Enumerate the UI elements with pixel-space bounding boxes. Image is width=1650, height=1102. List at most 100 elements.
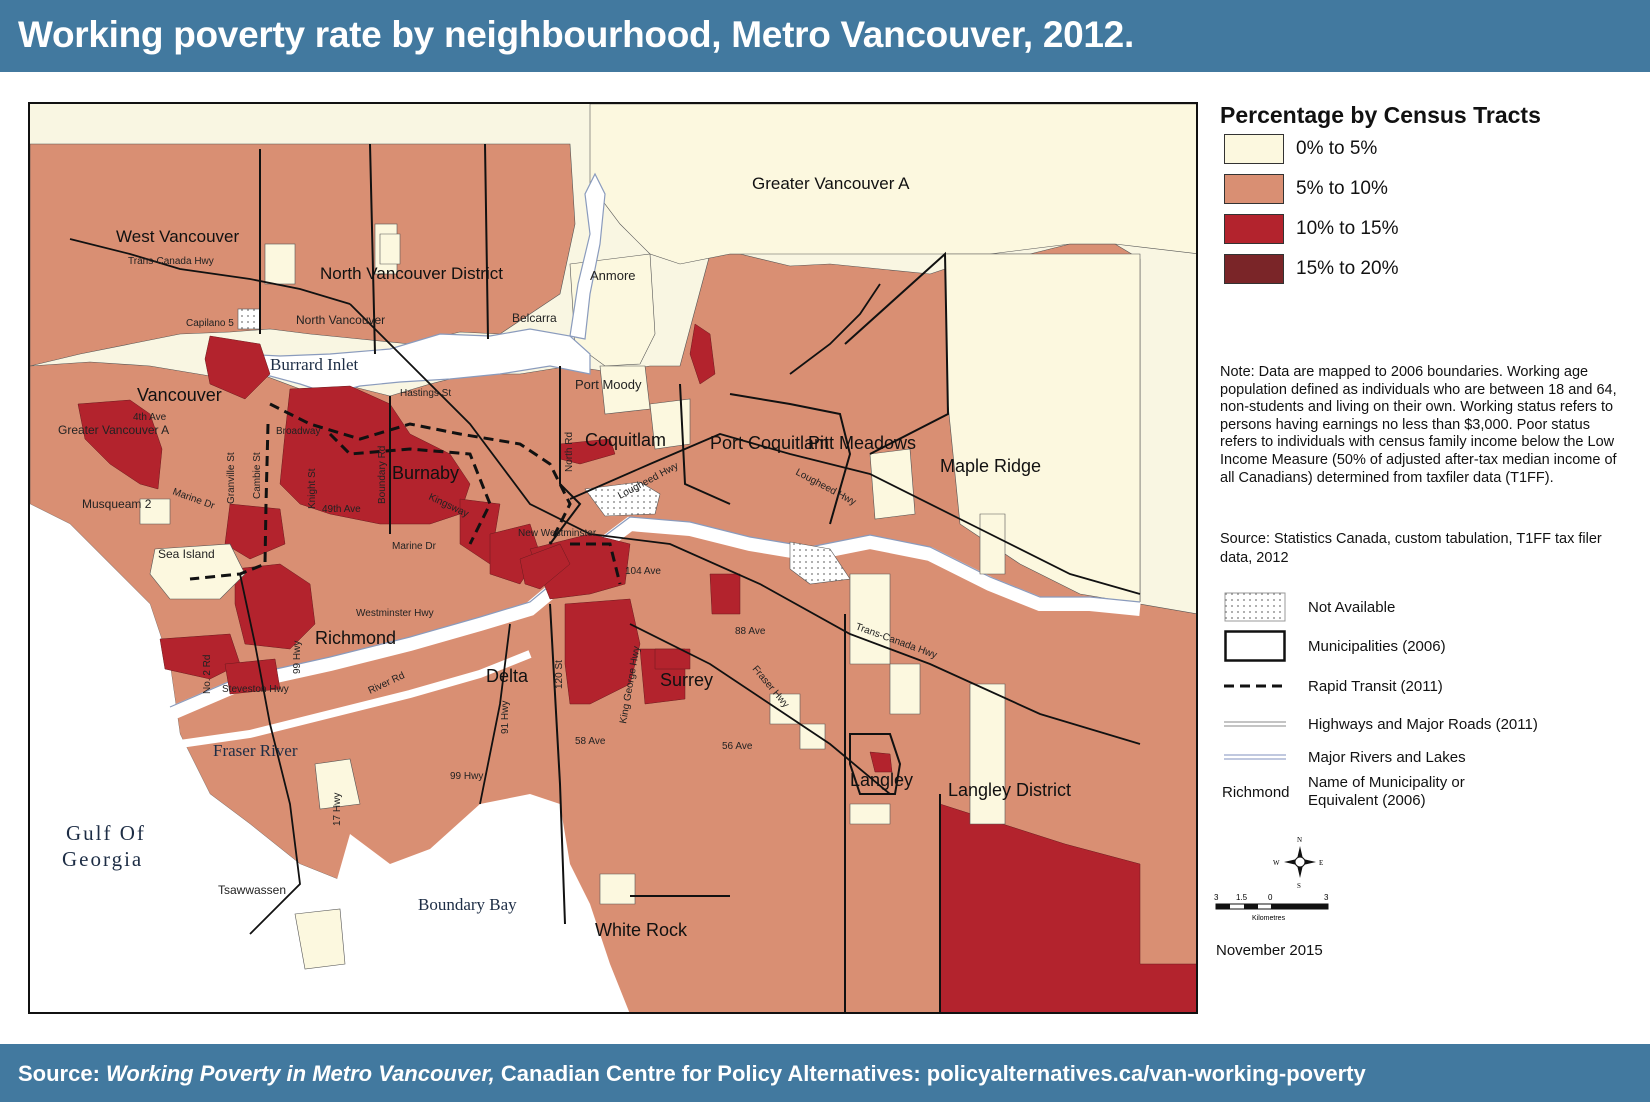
tract-0-5-surrey-b: [799, 723, 826, 750]
fraser-river: [167, 516, 1141, 721]
label-road-120: 120 St: [554, 660, 565, 689]
gulf-of-georgia: [30, 504, 410, 1012]
label-road-99-richmond: 99 Hwy: [292, 641, 303, 674]
rapid-transit-millennium: [328, 432, 492, 545]
legend-note: Note: Data are mapped to 2006 boundaries…: [1220, 364, 1617, 486]
legend-class-0: 0% to 5%: [1220, 134, 1620, 168]
hwy-trans-canada-north: [69, 238, 351, 305]
burrard-inlet: [239, 328, 591, 395]
legend-symbol-not-available: Not Available: [1220, 592, 1620, 626]
hwy-99: [239, 573, 301, 935]
tract-10-15-ubc: [77, 399, 163, 490]
legend-label-municipalities: Municipalities (2006): [1308, 638, 1446, 655]
label-road-no2: No. 2 Rd: [202, 655, 213, 694]
label-white-rock: White Rock: [595, 920, 688, 940]
legend-label-5-10: 5% to 10%: [1296, 178, 1388, 199]
compass-w: W: [1273, 859, 1280, 867]
map-panel: West Vancouver North Vancouver District …: [28, 102, 1198, 1014]
label-road-104: 104 Ave: [625, 566, 661, 577]
legend-label-10-15: 10% to 15%: [1296, 218, 1399, 239]
label-north-vancouver: North Vancouver: [296, 313, 385, 327]
label-musqueam: Musqueam 2: [82, 497, 152, 511]
compass-e: E: [1319, 859, 1323, 867]
tract-0-5-langley-d: [849, 803, 891, 825]
legend-swatch-5-10: [1224, 174, 1284, 204]
label-road-granville: Granville St: [226, 452, 237, 504]
tract-0-5-maple-ridge-a: [979, 513, 1006, 575]
legend-swatch-0-5: [1224, 134, 1284, 164]
scale-tick-0: 3: [1214, 893, 1219, 902]
tract-0-5-langley-mid: [889, 663, 921, 715]
label-road-tch-north: Trans-Canada Hwy: [128, 256, 214, 267]
label-road-north-rd: North Rd: [564, 432, 575, 472]
rapid-transit-expo: [269, 402, 572, 545]
label-burnaby: Burnaby: [392, 463, 459, 483]
scale-tick-1: 1.5: [1236, 893, 1248, 902]
source-prefix: Source:: [18, 1061, 107, 1086]
boundary-bay: [290, 794, 630, 1012]
hwy-lougheed: [569, 433, 1141, 595]
label-road-westminster: Westminster Hwy: [356, 608, 434, 619]
legend-symbol-municipalities: Municipalities (2006): [1220, 630, 1620, 664]
label-sea-island: Sea Island: [158, 547, 215, 561]
label-tsawwassen: Tsawwassen: [218, 883, 286, 897]
legend-class-2: 10% to 15%: [1220, 214, 1620, 248]
label-langley: Langley: [850, 770, 913, 790]
label-west-vancouver: West Vancouver: [116, 227, 239, 246]
map-date: November 2015: [1216, 942, 1323, 959]
legend-label-rivers: Major Rivers and Lakes: [1308, 749, 1466, 766]
label-road-91: 91 Hwy: [500, 701, 511, 734]
legend-sample-name: Richmond: [1222, 784, 1290, 801]
legend-panel: Percentage by Census Tracts 0% to 5% 5% …: [1214, 102, 1640, 1022]
rapid-transit-canada-line: [189, 423, 270, 581]
boundary-coquitlam-pocoq: [679, 383, 731, 505]
indian-arm: [569, 172, 606, 340]
label-new-westminster: New Westminster: [518, 528, 597, 539]
label-richmond: Richmond: [315, 628, 396, 648]
label-road-steveston: Steveston Hwy: [222, 684, 289, 695]
dotted-box-icon: [1224, 592, 1286, 622]
tract-0-5-port-moody: [599, 365, 651, 415]
legend-swatch-10-15: [1224, 214, 1284, 244]
label-road-88: 88 Ave: [735, 626, 766, 637]
municipal-boundaries: [259, 143, 950, 1012]
label-port-coquitlam: Port Coquitlam: [710, 433, 829, 453]
tract-0-5-gva-north: [589, 104, 1196, 265]
tract-10-15-richmond-north: [234, 563, 316, 650]
fraser-river-edge: [169, 516, 1141, 708]
scale-tick-3: 3: [1324, 893, 1329, 902]
label-surrey: Surrey: [660, 670, 713, 690]
label-gva-north: Greater Vancouver A: [752, 174, 910, 193]
not-available-coquitlam: [584, 481, 661, 517]
label-north-van-district: North Vancouver District: [320, 264, 503, 283]
legend-label-name: Name of Municipality or Equivalent (2006…: [1308, 774, 1465, 809]
tract-0-5-burnaby: [379, 233, 401, 265]
label-road-marine-east: Marine Dr: [392, 541, 437, 552]
label-anmore: Anmore: [590, 268, 636, 283]
label-fraser-river: Fraser River: [213, 741, 298, 760]
label-port-moody: Port Moody: [575, 377, 642, 392]
label-langley-district: Langley District: [948, 780, 1071, 800]
boundary-delta-surrey: [549, 603, 566, 925]
scale-bar: 3 1.5 0 3 Kilometres: [1214, 893, 1329, 922]
map-title: Working poverty rate by neighbourhood, M…: [18, 14, 1134, 55]
source-bar: Source: Working Poverty in Metro Vancouv…: [0, 1044, 1650, 1102]
label-road-99-delta: 99 Hwy: [450, 771, 483, 782]
boundary-burnaby-coquitlam: [549, 366, 582, 545]
municipality-box-icon: [1224, 630, 1286, 662]
legend-symbol-highways: Highways and Major Roads (2011): [1220, 712, 1620, 746]
label-gulf-of: Gulf Of: [66, 821, 146, 845]
compass-icon: N E S W: [1273, 836, 1323, 890]
tract-0-5-tsawwassen: [294, 908, 346, 970]
tract-10-15-east-van: [279, 385, 471, 525]
legend-label-transit: Rapid Transit (2011): [1308, 678, 1443, 695]
tracts-10-15: [77, 323, 1196, 1012]
scale-unit: Kilometres: [1252, 915, 1286, 922]
rapid-transit-surrey: [570, 542, 622, 585]
compass-s: S: [1297, 882, 1301, 890]
map-svg: West Vancouver North Vancouver District …: [30, 104, 1196, 1012]
tract-0-5-musqueam: [139, 498, 171, 525]
boundary-pitt: [729, 393, 852, 525]
hwy-trans-canada: [349, 303, 1141, 745]
label-road-broadway: Broadway: [276, 426, 320, 437]
